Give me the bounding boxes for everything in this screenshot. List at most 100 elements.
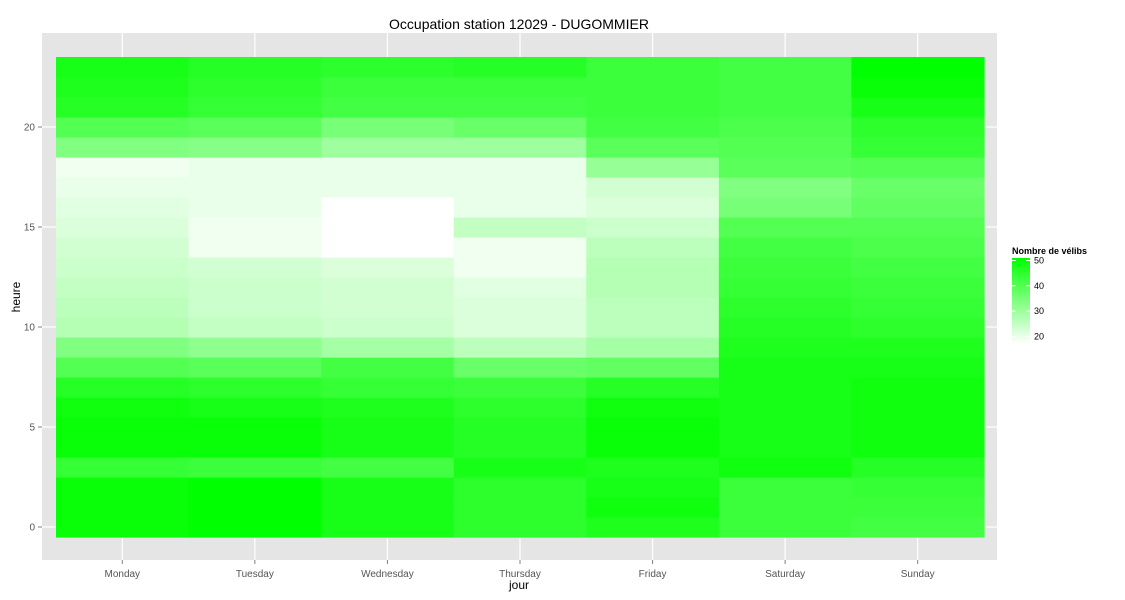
heatmap-cell: [188, 437, 322, 458]
heatmap-cell: [188, 157, 322, 178]
heatmap-cell: [453, 137, 587, 158]
heatmap-cell: [718, 397, 853, 418]
heatmap-cell: [188, 137, 322, 158]
heatmap-cell: [453, 517, 587, 538]
heatmap-cell: [56, 377, 190, 398]
heatmap-cell: [851, 457, 985, 478]
heatmap-cell: [321, 397, 455, 418]
heatmap-cell: [188, 217, 322, 238]
heatmap-cell: [321, 417, 455, 438]
heatmap-cell: [188, 497, 322, 518]
heatmap-cell: [718, 417, 853, 438]
heatmap-cell: [321, 457, 455, 478]
heatmap-cell: [718, 197, 853, 218]
heatmap-cell: [321, 357, 455, 378]
heatmap-cell: [56, 397, 190, 418]
heatmap-cell: [586, 277, 720, 298]
heatmap-cell: [851, 57, 985, 78]
heatmap-cell: [56, 177, 190, 198]
heatmap-cell: [718, 457, 853, 478]
heatmap-cell: [453, 177, 587, 198]
legend-ticks: 20 30 40 50: [1012, 256, 1044, 341]
heatmap-cell: [851, 197, 985, 218]
heatmap-cell: [586, 197, 720, 218]
x-tick-label: Saturday: [765, 569, 805, 580]
heatmap-cell: [321, 277, 455, 298]
heatmap-cell: [321, 517, 455, 538]
heatmap-cell: [586, 217, 720, 238]
heatmap-cell: [718, 257, 853, 278]
x-tick-label: Sunday: [901, 569, 935, 580]
heatmap-cell: [718, 137, 853, 158]
heatmap-cell: [188, 97, 322, 118]
heatmap-cell: [586, 477, 720, 498]
heatmap-cell: [851, 297, 985, 318]
heatmap-cell: [586, 297, 720, 318]
heatmap-cell: [851, 77, 985, 98]
heatmap-cell: [453, 457, 587, 478]
heatmap-cell: [718, 177, 853, 198]
legend-title: Nombre de vélibs: [1012, 246, 1087, 256]
heatmap-cell: [851, 97, 985, 118]
heatmap-cell: [586, 97, 720, 118]
heatmap-cell: [56, 77, 190, 98]
heatmap-cell: [321, 497, 455, 518]
heatmap-cell: [851, 217, 985, 238]
heatmap-cell: [321, 477, 455, 498]
heatmap-cell: [453, 477, 587, 498]
heatmap-cell: [188, 237, 322, 258]
heatmap-cell: [188, 417, 322, 438]
heatmap-cell: [188, 457, 322, 478]
heatmap-cell: [586, 77, 720, 98]
heatmap-cell: [188, 197, 322, 218]
heatmap-cell: [851, 397, 985, 418]
heatmap-cell: [56, 357, 190, 378]
heatmap-cell: [453, 497, 587, 518]
heatmap-cell: [56, 437, 190, 458]
heatmap-cell: [188, 117, 322, 138]
heatmap-cell: [188, 177, 322, 198]
x-tick-label: Monday: [104, 569, 140, 580]
y-tick-label: 20: [24, 123, 36, 134]
heatmap-cell: [188, 517, 322, 538]
y-tick-label: 5: [29, 423, 35, 434]
legend-colorbar: [1012, 258, 1030, 344]
heatmap-cell: [851, 337, 985, 358]
heatmap-cell: [321, 377, 455, 398]
heatmap-cell: [586, 117, 720, 138]
heatmap-cell: [453, 277, 587, 298]
heatmap-cell: [453, 317, 587, 338]
heatmap-cell: [851, 237, 985, 258]
heatmap-cell: [586, 237, 720, 258]
heatmap-cell: [453, 337, 587, 358]
legend-tick-label: 30: [1034, 306, 1044, 316]
heatmap-cell: [718, 77, 853, 98]
heatmap-cell: [453, 377, 587, 398]
heatmap-cell: [851, 377, 985, 398]
heatmap-cell: [851, 277, 985, 298]
heatmap-cell: [586, 397, 720, 418]
heatmap-cell: [321, 157, 455, 178]
heatmap-cell: [56, 217, 190, 238]
heatmap-cell: [718, 317, 853, 338]
heatmap-cell: [453, 297, 587, 318]
heatmap-cell: [718, 297, 853, 318]
y-axis-title: heure: [9, 281, 23, 312]
heatmap-cell: [321, 77, 455, 98]
heatmap-cell: [453, 57, 587, 78]
heatmap-cell: [586, 517, 720, 538]
heatmap-cell: [586, 337, 720, 358]
heatmap-cell: [718, 357, 853, 378]
heatmap-cell: [188, 57, 322, 78]
heatmap-cell: [56, 417, 190, 438]
heatmap-cell: [851, 317, 985, 338]
heatmap-cell: [188, 337, 322, 358]
heatmap-cell: [321, 297, 455, 318]
heatmap-cell: [586, 137, 720, 158]
heatmap-cell: [56, 337, 190, 358]
heatmap-cell: [188, 257, 322, 278]
heatmap-cell: [56, 477, 190, 498]
heatmap-cell: [321, 57, 455, 78]
heatmap-cell: [586, 497, 720, 518]
y-tick-label: 10: [24, 323, 36, 334]
